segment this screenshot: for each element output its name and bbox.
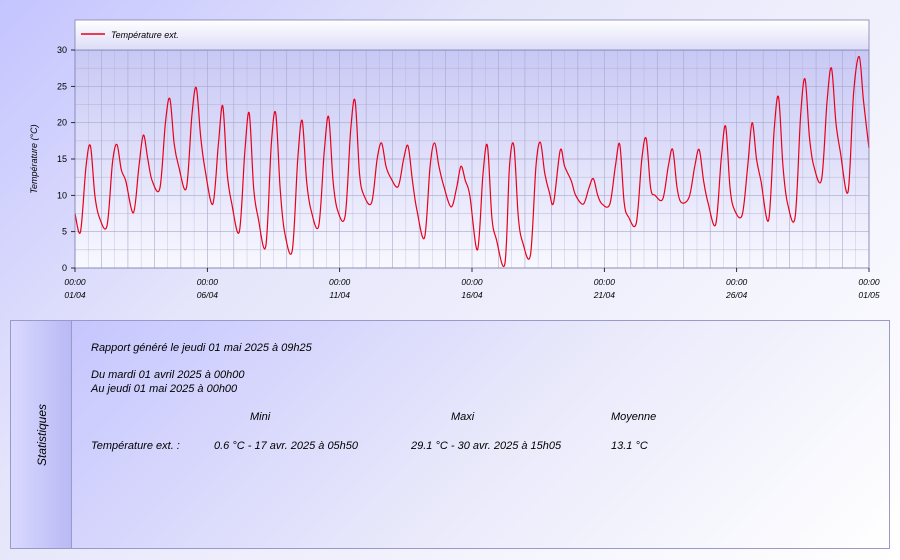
stat-max-value: 29.1 °C - 30 avr. 2025 à 15h05: [411, 440, 562, 452]
y-tick-label: 5: [62, 227, 67, 237]
x-axis: 00:00 01/04 00:00 06/04 00:00 11/04 00:00 16/04…: [64, 268, 880, 300]
y-axis: 0 5 10 15 20 25 30: [57, 45, 75, 273]
grid-lines: [74, 49, 870, 269]
y-tick-label: 20: [57, 118, 67, 128]
x-tick-date: 01/04: [64, 290, 86, 300]
x-tick-date: 11/04: [329, 290, 350, 300]
y-tick-label: 25: [57, 81, 67, 91]
legend-box: [74, 19, 870, 51]
statistics-side-tab: Statistiques: [11, 321, 72, 548]
x-tick-time: 00:00: [461, 277, 483, 287]
y-tick-label: 15: [57, 154, 67, 164]
x-tick-date: 01/05: [858, 290, 880, 300]
x-tick-time: 00:00: [329, 277, 351, 287]
x-tick-date: 26/04: [725, 290, 748, 300]
column-header-max: Maxi: [451, 411, 475, 423]
column-header-min: Mini: [250, 411, 271, 423]
series-line-temperature-ext: [74, 55, 870, 267]
x-tick-date: 21/04: [593, 290, 616, 300]
y-axis-title: Température (°C): [29, 124, 39, 193]
series-layer: [74, 55, 870, 267]
x-tick-date: 06/04: [197, 290, 219, 300]
statistics-side-label: Statistiques: [35, 403, 49, 467]
stat-row-label: Température ext. :: [91, 440, 180, 452]
y-tick-label: 30: [57, 45, 67, 55]
x-tick-time: 00:00: [197, 277, 219, 287]
period-from-text: Du mardi 01 avril 2025 à 00h00: [91, 369, 245, 381]
column-header-avg: Moyenne: [611, 411, 657, 423]
stat-avg-value: 13.1 °C: [611, 440, 648, 452]
report-generated-text: Rapport généré le jeudi 01 mai 2025 à 09…: [91, 342, 312, 354]
stat-min-value: 0.6 °C - 17 avr. 2025 à 05h50: [214, 440, 359, 452]
x-tick-time: 00:00: [726, 277, 748, 287]
x-tick-time: 00:00: [858, 277, 880, 287]
x-tick-time: 00:00: [64, 277, 86, 287]
y-tick-label: 10: [57, 190, 67, 200]
legend-label: Température ext.: [111, 30, 179, 40]
x-tick-date: 16/04: [461, 290, 483, 300]
period-to-text: Au jeudi 01 mai 2025 à 00h00: [91, 383, 238, 395]
statistics-panel: Statistiques Rapport généré le jeudi 01 …: [10, 320, 890, 549]
y-tick-label: 0: [62, 263, 67, 273]
x-tick-time: 00:00: [594, 277, 616, 287]
temperature-chart: Température ext. 0 5 10 15 20 25 30 00:00 01/04…: [29, 19, 880, 300]
